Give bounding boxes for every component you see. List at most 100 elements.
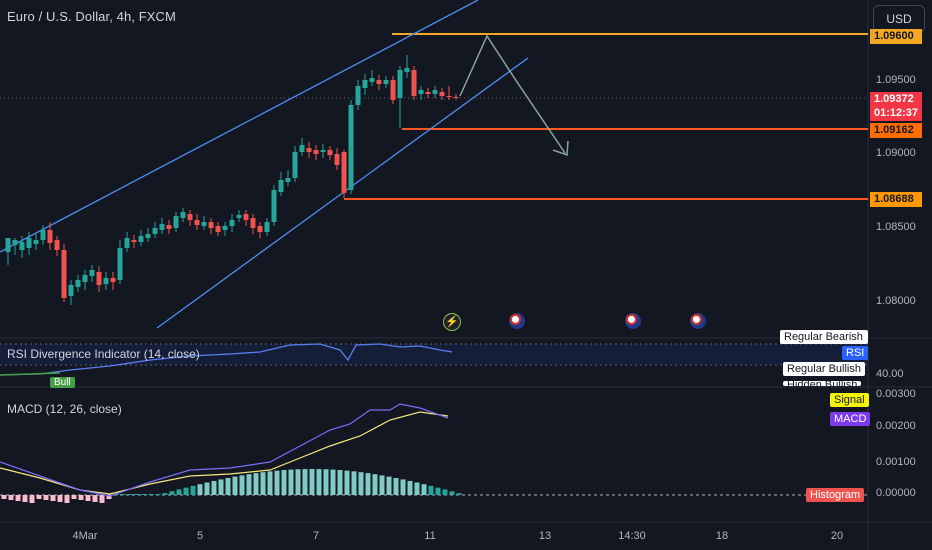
histogram-bar	[190, 485, 196, 495]
histogram-bar	[197, 484, 203, 495]
histogram-bar	[246, 474, 252, 495]
candlestick	[12, 240, 18, 245]
candlestick	[145, 234, 151, 238]
current-price-tag: 1.09372	[870, 92, 922, 107]
candlestick	[411, 70, 417, 96]
candlestick	[89, 270, 95, 276]
rsi-axis-value: 40.00	[876, 368, 904, 380]
histogram-bar	[330, 469, 336, 495]
macd-axis-tick: 0.00300	[876, 388, 916, 400]
candlestick	[271, 190, 277, 222]
price-tick: 1.08500	[876, 221, 916, 233]
candlestick	[152, 228, 158, 234]
symbol-title: Euro / U.S. Dollar, 4h, FXCM	[7, 9, 176, 24]
candlestick	[75, 280, 81, 287]
histogram-bar	[78, 495, 84, 500]
candlestick	[138, 236, 144, 242]
time-label: 18	[715, 530, 729, 542]
level-tag-low: 1.08688	[870, 192, 922, 207]
time-label: 7	[312, 530, 320, 542]
hidden-bullish-tag: Hidden Bullish	[783, 381, 862, 386]
histogram-bar	[274, 470, 280, 495]
histogram-bar	[120, 494, 126, 495]
histogram-bar	[295, 469, 301, 495]
candlestick	[47, 230, 53, 243]
histogram-bar	[365, 473, 371, 495]
histogram-bar	[351, 471, 357, 495]
candlestick	[201, 222, 207, 226]
projection-arrowhead	[552, 140, 569, 157]
macd-legend: MACD	[830, 412, 871, 426]
candlestick	[243, 214, 249, 220]
histogram-bar	[99, 495, 105, 503]
histogram-bar	[288, 469, 294, 495]
histogram-bar	[127, 494, 133, 495]
histogram-bar	[281, 470, 287, 495]
time-label: 13	[538, 530, 552, 542]
candlestick	[159, 224, 165, 230]
time-label: 11	[424, 530, 436, 542]
rsi-bull-divergence	[0, 372, 61, 376]
histogram-bar	[57, 495, 63, 502]
histogram-bar	[386, 476, 392, 495]
level-tag-top: 1.09600	[870, 29, 922, 44]
candlestick	[425, 92, 431, 94]
histogram-bar	[50, 495, 56, 501]
time-label: 4Mar	[72, 530, 98, 542]
candlestick	[236, 215, 242, 218]
rsi-pane-title[interactable]: RSI Divergence Indicator (14, close)	[7, 347, 200, 361]
candlestick	[5, 238, 11, 252]
candlestick	[278, 180, 284, 192]
candlestick	[68, 285, 74, 296]
histogram-bar	[302, 469, 308, 495]
histogram-bar	[15, 495, 21, 501]
candlestick	[103, 278, 109, 284]
candlestick	[390, 80, 396, 100]
candlestick	[250, 218, 256, 228]
histogram-bar	[36, 495, 42, 499]
candlestick	[131, 240, 137, 242]
channel-upper-line	[0, 0, 479, 253]
macd-axis-tick: 0.00200	[876, 420, 916, 432]
candlestick	[362, 80, 368, 88]
bull-marker: Bull	[50, 377, 75, 388]
candlestick	[418, 90, 424, 94]
rsi-tag: RSI	[842, 346, 869, 360]
signal-legend: Signal	[830, 393, 869, 407]
macd-pane-title[interactable]: MACD (12, 26, close)	[7, 402, 122, 416]
histogram-bar	[358, 472, 364, 495]
candlestick	[222, 226, 228, 230]
histogram-bar	[148, 494, 154, 495]
candlestick	[26, 238, 32, 248]
us-flag-event-icon[interactable]	[690, 313, 706, 329]
regular-bullish-tag: Regular Bullish	[783, 362, 865, 376]
histogram-bar	[421, 484, 427, 495]
price-tick: 1.08000	[876, 295, 916, 307]
candlestick	[299, 145, 305, 152]
histogram-bar	[435, 487, 441, 495]
histogram-bar	[400, 479, 406, 495]
candlestick	[404, 68, 410, 72]
histogram-bar	[232, 476, 238, 495]
candlestick	[376, 80, 382, 84]
candlestick	[397, 70, 403, 98]
histogram-bar	[456, 493, 462, 495]
candlestick	[187, 214, 193, 220]
histogram-bar	[267, 471, 273, 495]
candlestick	[173, 216, 179, 228]
us-flag-event-icon[interactable]	[509, 313, 525, 329]
candlestick	[348, 105, 354, 190]
us-flag-event-icon[interactable]	[625, 313, 641, 329]
candlestick	[194, 220, 200, 225]
histogram-bar	[85, 495, 91, 501]
candlestick	[432, 90, 438, 94]
histogram-bar	[428, 485, 434, 495]
candlestick	[208, 222, 214, 228]
histogram-bar	[176, 489, 182, 495]
histogram-bar	[169, 491, 175, 495]
lightning-event-icon[interactable]: ⚡	[443, 313, 461, 331]
histogram-bar	[414, 482, 420, 495]
histogram-bar	[211, 480, 217, 495]
